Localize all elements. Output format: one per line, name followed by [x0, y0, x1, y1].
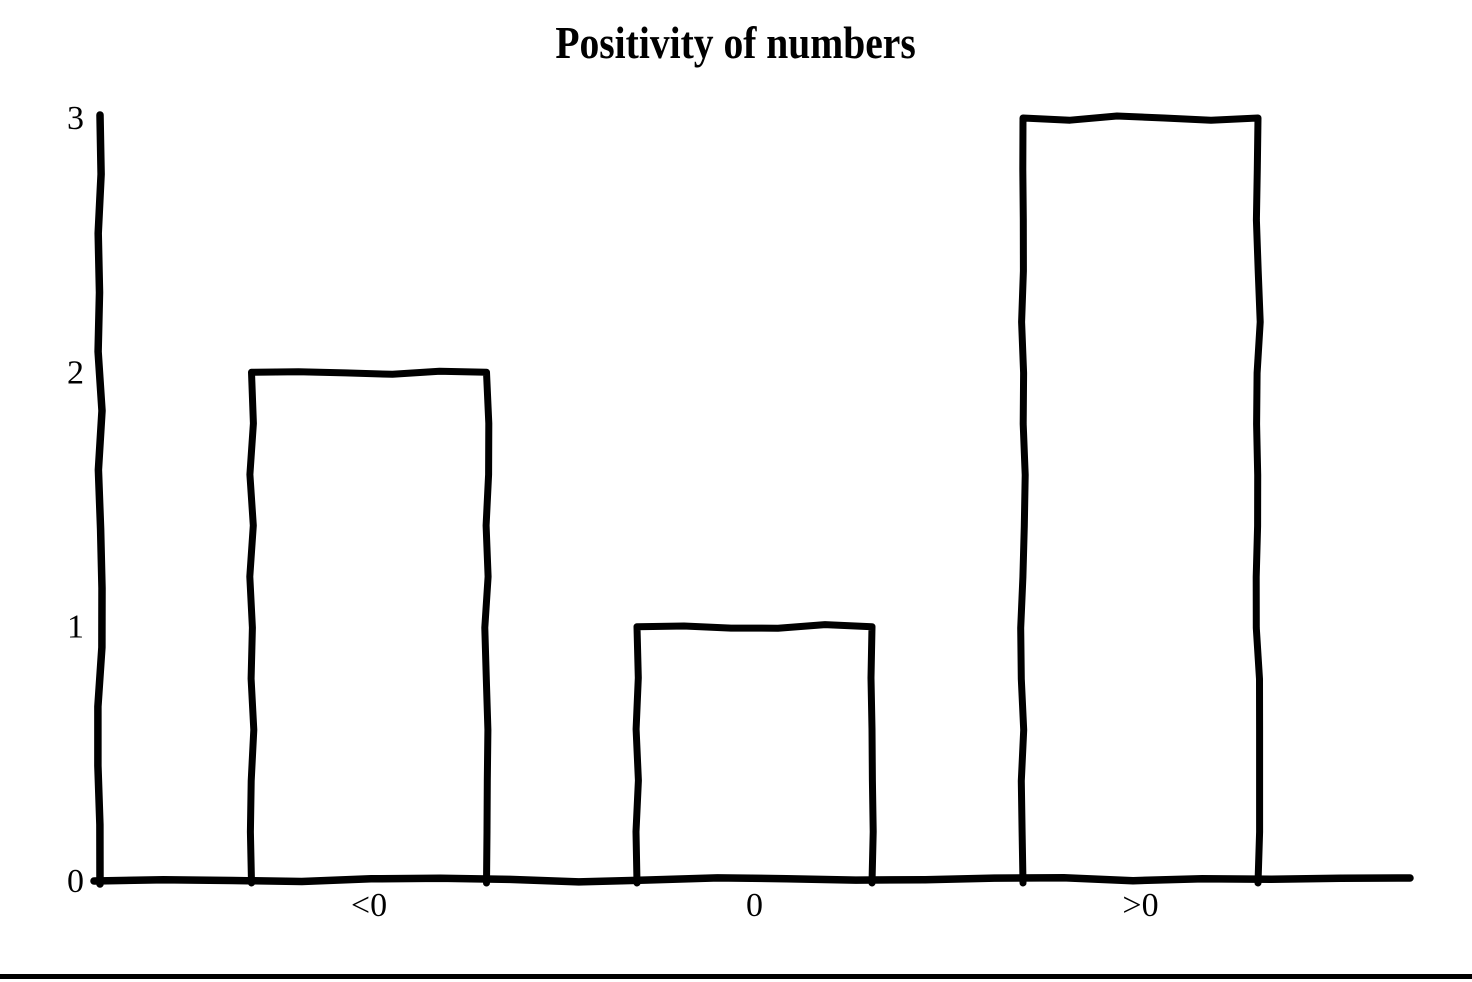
x-tick-label-2: >0	[1122, 887, 1158, 924]
bar-1	[632, 621, 877, 887]
y-axis	[94, 111, 106, 888]
y-tick-label-3: 3	[67, 100, 84, 137]
y-tick-label-2: 2	[67, 354, 84, 391]
y-tick-label-1: 1	[67, 609, 84, 646]
x-tick-label-0: <0	[351, 887, 387, 924]
bottom-rule	[0, 974, 1472, 979]
x-axis	[90, 873, 1414, 886]
y-tick-label-0: 0	[67, 863, 84, 900]
bar-2	[1017, 112, 1264, 887]
x-tick-label-1: 0	[746, 887, 763, 924]
bar-0	[246, 367, 493, 887]
